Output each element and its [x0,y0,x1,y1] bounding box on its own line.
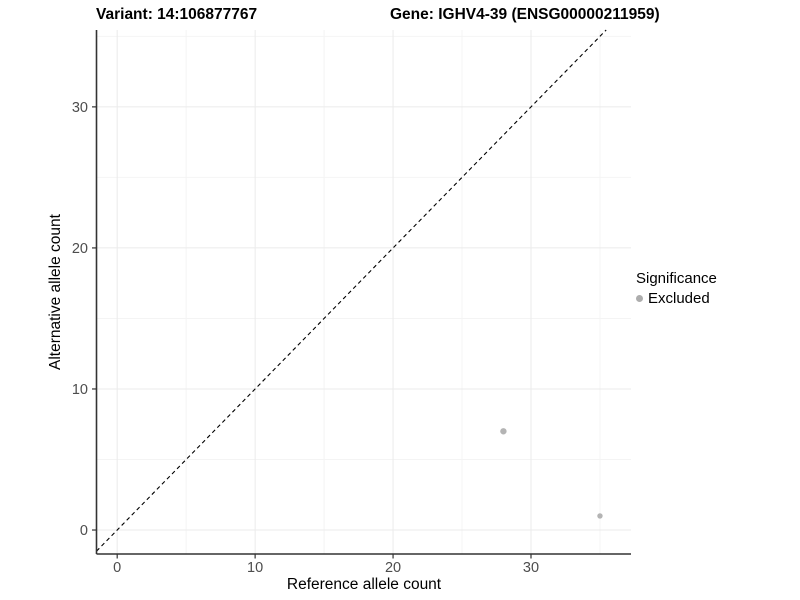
x-tick-label: 10 [247,560,263,576]
data-point [500,428,507,435]
x-tick-label: 0 [113,560,121,576]
y-tick-label: 10 [72,382,88,398]
variant-title: Variant: 14:106877767 [96,6,258,23]
gene-title: Gene: IGHV4-39 (ENSG00000211959) [390,6,660,23]
y-tick-label: 20 [72,241,88,257]
y-tick-label: 30 [72,100,88,116]
x-tick-label: 30 [523,560,539,576]
legend-key-dot-icon [636,295,643,302]
y-tick-label: 0 [80,523,88,539]
identity-line [96,29,607,552]
legend: Significance Excluded [636,270,717,307]
legend-title: Significance [636,270,717,287]
legend-item-label: Excluded [648,290,710,307]
legend-item-excluded: Excluded [636,290,717,307]
data-point [597,513,603,519]
x-tick-label: 20 [385,560,401,576]
y-axis-title: Alternative allele count [47,214,64,370]
x-axis-title: Reference allele count [286,576,442,593]
